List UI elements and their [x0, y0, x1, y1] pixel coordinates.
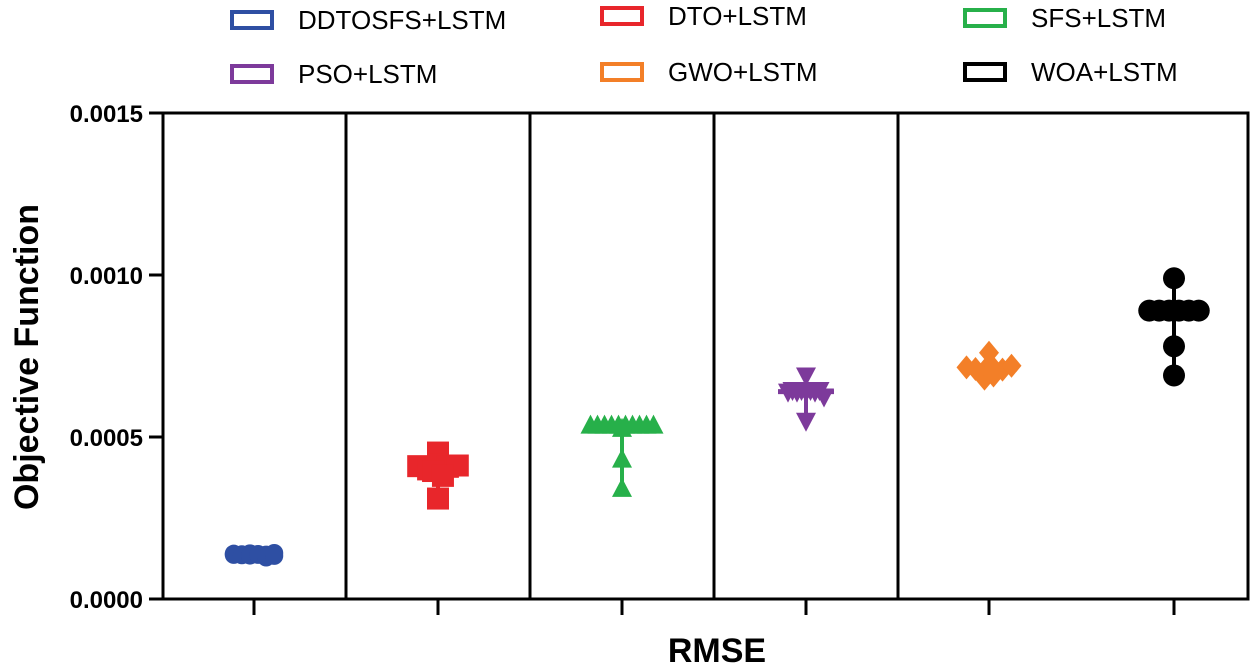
series-layer [224, 267, 1210, 567]
y-tick-label: 0.0015 [70, 101, 143, 128]
data-point [427, 487, 449, 510]
data-point [612, 477, 632, 497]
legend-item: PSO+LSTM [230, 59, 437, 89]
data-point [796, 412, 816, 432]
legend-item: DDTOSFS+LSTM [230, 5, 506, 35]
legend: DDTOSFS+LSTM DTO+LSTM SFS+LSTM PSO+LSTM GWO+… [230, 1, 1178, 89]
series-pso-lstm [778, 367, 834, 432]
series-dto-lstm [407, 441, 469, 510]
legend-label: WOA+LSTM [1031, 57, 1178, 87]
legend-label: PSO+LSTM [298, 59, 437, 89]
legend-label: SFS+LSTM [1031, 3, 1166, 33]
series-sfs-lstm [580, 414, 664, 497]
data-point [814, 388, 834, 408]
plot-frame [161, 111, 1250, 601]
x-axis [252, 599, 1176, 615]
legend-swatch [230, 64, 274, 84]
legend-label: GWO+LSTM [668, 57, 818, 87]
data-point [805, 383, 825, 403]
legend-item: GWO+LSTM [600, 57, 818, 87]
data-point [983, 363, 1004, 388]
data-point [1001, 353, 1022, 378]
plot-area [161, 111, 1250, 601]
data-point [1187, 299, 1210, 322]
legend-swatch [963, 8, 1007, 28]
data-point [431, 464, 454, 487]
legend-swatch [230, 10, 274, 30]
y-tick-label: 0.0000 [70, 587, 143, 614]
y-axis: 0.0000 0.0005 0.0010 0.0015 [70, 101, 163, 614]
legend-swatch [600, 62, 644, 82]
data-point [1163, 364, 1185, 387]
x-axis-title: RMSE [668, 632, 766, 667]
y-axis-title: Objective Function [8, 204, 46, 510]
data-point [796, 367, 816, 387]
legend-label: DDTOSFS+LSTM [298, 5, 506, 35]
data-point [643, 414, 664, 434]
legend-item: SFS+LSTM [963, 3, 1166, 33]
y-tick-label: 0.0005 [70, 425, 143, 452]
series-gwo-lstm [956, 340, 1022, 391]
data-point [1163, 267, 1185, 290]
legend-swatch [963, 62, 1007, 82]
y-tick-label: 0.0010 [70, 263, 143, 290]
legend-swatch [600, 6, 644, 26]
series-ddtosfs-lstm [224, 543, 284, 567]
legend-item: DTO+LSTM [600, 1, 807, 31]
legend-label: DTO+LSTM [668, 1, 807, 31]
series-woa-lstm [1138, 267, 1210, 387]
legend-item: WOA+LSTM [963, 57, 1178, 87]
data-point [265, 546, 284, 565]
data-point [612, 417, 632, 437]
data-point [612, 448, 632, 468]
data-point [1163, 335, 1185, 358]
